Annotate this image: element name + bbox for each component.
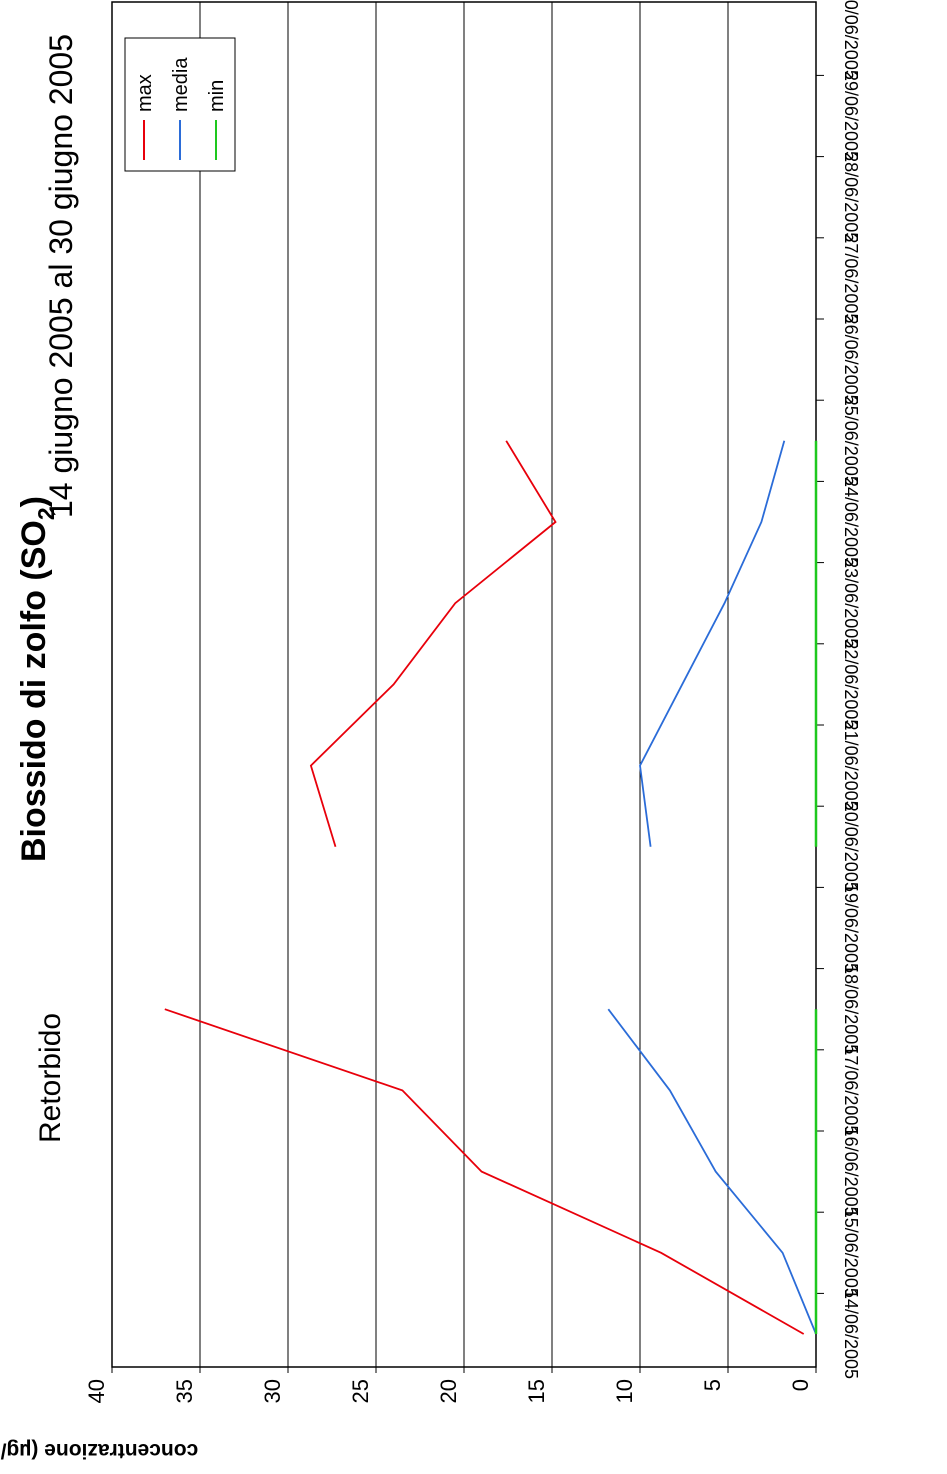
y-axis-label: concentrazione (µg/m3): [0, 1439, 198, 1464]
y-axis: 0 5 10 15 20 25 30 35 40: [84, 1367, 817, 1403]
y-tick-label: 25: [348, 1379, 373, 1403]
y-tick-label: 0: [788, 1379, 813, 1391]
x-tick-label: 20/06/2005: [841, 802, 861, 892]
x-tick-label: 19/06/2005: [841, 883, 861, 973]
y-tick-label: 15: [524, 1379, 549, 1403]
y-tick-label: 35: [172, 1379, 197, 1403]
legend-label-media: media: [170, 57, 192, 112]
x-tick-label: 16/06/2005: [841, 1127, 861, 1217]
chart-title: Biossido di zolfo (SO2): [15, 496, 59, 862]
y-tick-label: 10: [612, 1379, 637, 1403]
y-tick-label: 40: [84, 1379, 109, 1403]
legend-label-max: max: [134, 74, 156, 112]
series-layer: [164, 440, 818, 1335]
x-tick-label: 27/06/2005: [841, 233, 861, 323]
legend-label-min: min: [206, 80, 228, 112]
y-tick-label: 30: [260, 1379, 285, 1403]
chart-subtitle: 14 giugno 2005 al 30 giugno 2005: [43, 34, 79, 518]
x-tick-label: 18/06/2005: [841, 964, 861, 1054]
series-line-media: [639, 440, 786, 847]
station-name: Retorbido: [34, 1013, 67, 1143]
series-line-media: [607, 1008, 817, 1335]
y-tick-label: 20: [436, 1379, 461, 1403]
x-tick-label: 21/06/2005: [841, 721, 861, 811]
series-line-max: [309, 440, 557, 848]
x-tick-label: 17/06/2005: [841, 1045, 861, 1135]
x-tick-label: 29/06/2005: [841, 71, 861, 161]
series-max: [164, 440, 805, 1335]
legend: max media min: [124, 37, 236, 172]
x-tick-label: 30/06/2005: [841, 0, 861, 80]
x-tick-label: 25/06/2005: [841, 396, 861, 486]
x-tick-label: 14/06/2005: [841, 1289, 861, 1379]
x-tick-label: 15/06/2005: [841, 1208, 861, 1298]
x-tick-label: 24/06/2005: [841, 477, 861, 567]
series-line-max: [164, 1008, 805, 1335]
x-tick-label: 22/06/2005: [841, 639, 861, 729]
grid-layer: [199, 2, 729, 1367]
x-axis: 14/06/200515/06/200516/06/200517/06/2005…: [816, 0, 861, 1379]
x-tick-label: 28/06/2005: [841, 152, 861, 242]
x-tick-label: 23/06/2005: [841, 558, 861, 648]
x-tick-label: 26/06/2005: [841, 315, 861, 405]
y-tick-label: 5: [700, 1379, 725, 1391]
series-media: [607, 440, 817, 1335]
